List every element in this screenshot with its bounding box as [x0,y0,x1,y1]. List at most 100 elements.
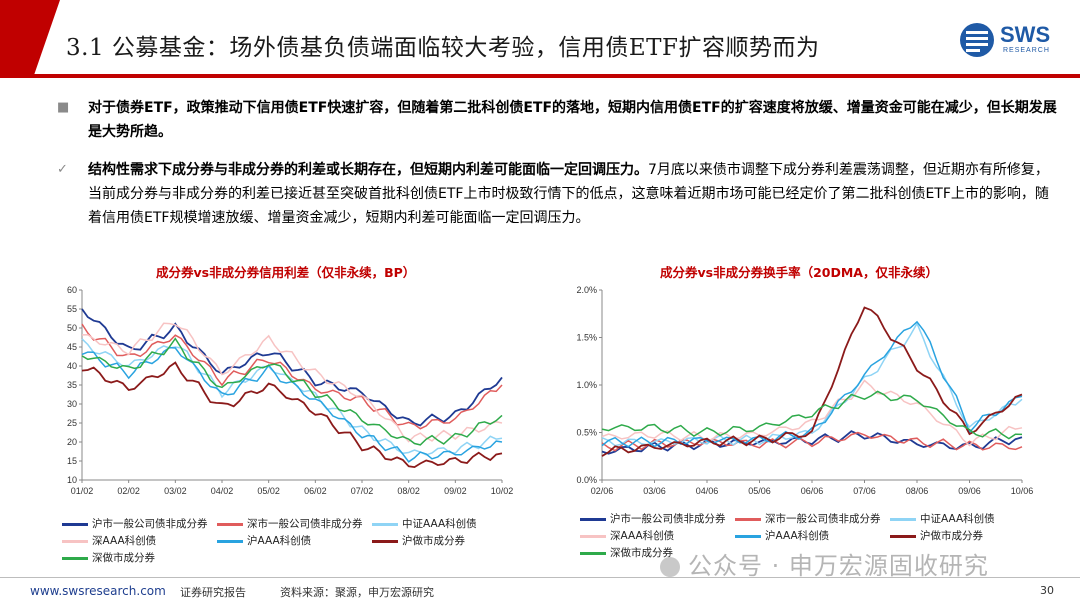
x-tick-label: 08/06 [906,486,929,496]
legend-item: 深做市成分券 [62,551,155,565]
legend-swatch [62,522,88,526]
y-tick-label: 0.5% [576,428,597,438]
y-tick-label: 1.0% [576,380,597,390]
x-tick-label: 10/02 [491,486,514,496]
legend-item: 沪市一般公司债非成分券 [62,517,208,531]
legend-label: 深做市成分券 [92,552,155,564]
series-line-1 [601,430,1023,455]
bullet-1-text: 对于债券ETF，政策推动下信用债ETF快速扩容，但随着第二批科创债ETF的落地，… [88,100,1057,140]
legend-swatch [890,517,916,521]
legend-swatch [580,551,606,555]
y-tick-label: 15 [67,456,77,466]
legend-item: 沪市一般公司债非成分券 [580,512,726,526]
legend-label: 深市一般公司债非成分券 [765,513,881,525]
series-line-1 [81,308,503,427]
bullet-1: ■ 对于债券ETF，政策推动下信用债ETF快速扩容，但随着第二批科创债ETF的落… [57,96,1060,144]
check-bullet-icon: ✓ [57,162,68,177]
chart-2-title: 成分券vs非成分券换手率（20DMA，仅非永续） [660,265,938,280]
legend-item: 深AAA科创债 [580,529,674,543]
wechat-icon [660,557,680,577]
y-tick-label: 40 [67,361,77,371]
legend-item: 沪做市成分券 [890,529,983,543]
series-line-6 [601,306,1023,457]
legend-item: 深做市成分券 [580,546,673,560]
legend-swatch [372,539,398,543]
footer-report-type: 证券研究报告 [180,586,246,599]
legend-item: 沪做市成分券 [372,534,465,548]
y-tick-label: 0.0% [576,475,597,485]
legend-item: 沪AAA科创债 [735,529,829,543]
legend-item: 沪AAA科创债 [217,534,311,548]
header-rule [30,74,1080,78]
y-tick-label: 10 [67,475,77,485]
legend-item: 深市一般公司债非成分券 [217,517,363,531]
bullet-2-text: 结构性需求下成分券与非成分券的利差或长期存在，但短期内利差可能面临一定回调压力。… [60,158,1060,230]
x-tick-label: 06/02 [304,486,327,496]
y-tick-label: 50 [67,323,77,333]
series-line-7 [81,337,503,446]
chart-1-spread: 10 15 20 25 30 35 40 45 50 55 60 01/02 02/02 03/02 04/… [67,285,514,496]
legend-label: 深AAA科创债 [92,535,157,547]
series-line-7 [601,390,1023,440]
chart-2-legend: 沪市一般公司债非成分券 深市一般公司债非成分券 中证AAA科创债深AAA科创债 沪AA… [580,512,1050,572]
x-tick-label: 09/02 [444,486,467,496]
bullet-2-body-text: 7月底以来债市调整下成分券利差震荡调整，但近期亦有所修复，当前成分券与非成分券的… [88,162,1049,226]
chart-1-title: 成分券vs非成分券信用利差（仅非永续，BP） [156,265,416,280]
x-tick-label: 04/06 [696,486,719,496]
footer-rule [0,577,1080,578]
y-tick-label: 35 [67,380,77,390]
legend-item: 中证AAA科创债 [890,512,995,526]
x-tick-label: 10/06 [1011,486,1034,496]
legend-swatch [890,534,916,538]
y-tick-label: 20 [67,437,77,447]
legend-label: 深AAA科创债 [610,530,675,542]
legend-label: 沪市一般公司债非成分券 [92,518,208,530]
legend-swatch [62,556,88,560]
legend-label: 中证AAA科创债 [920,513,995,525]
watermark: 公众号 · 申万宏源固收研究 [660,546,989,581]
legend-label: 深市一般公司债非成分券 [247,518,363,530]
x-tick-label: 05/06 [748,486,771,496]
series-line-4 [81,322,503,443]
legend-label: 中证AAA科创债 [402,518,477,530]
watermark-text: 公众号 · 申万宏源固收研究 [688,552,989,580]
legend-swatch [217,539,243,543]
chart-2-turnover: 0.0% 0.5% 1.0% 1.5% 2.0% 02/06 03/06 04/06 05/06… [576,285,1034,496]
legend-label: 沪市一般公司债非成分券 [610,513,726,525]
y-tick-label: 30 [67,399,77,409]
chart-1-legend: 沪市一般公司债非成分券 深市一般公司债非成分券 中证AAA科创债深AAA科创债 沪AA… [62,517,532,569]
series-line-5 [81,346,503,463]
x-tick-label: 08/02 [397,486,420,496]
y-tick-label: 45 [67,342,77,352]
series-line-3 [81,338,503,456]
legend-label: 深做市成分券 [610,547,673,559]
series-line-4 [601,379,1023,447]
legend-item: 深市一般公司债非成分券 [735,512,881,526]
slide-title: 3.1 公募基金：场外债基负债端面临较大考验，信用债ETF扩容顺势而为 [66,35,820,61]
y-tick-label: 60 [67,285,77,295]
bullet-2: ✓ 结构性需求下成分券与非成分券的利差或长期存在，但短期内利差可能面临一定回调压… [57,158,1060,230]
y-tick-label: 25 [67,418,77,428]
y-tick-label: 2.0% [576,285,597,295]
x-tick-label: 06/06 [801,486,824,496]
header-bar [0,0,1080,78]
x-tick-label: 02/02 [117,486,140,496]
legend-label: 沪做市成分券 [402,535,465,547]
legend-swatch [735,517,761,521]
footer-url-link[interactable]: www.swsresearch.com [30,584,166,598]
x-tick-label: 05/02 [257,486,280,496]
series-line-2 [601,431,1023,452]
square-bullet-icon: ■ [57,100,70,115]
sws-logo-icon [960,23,994,57]
legend-item: 深AAA科创债 [62,534,156,548]
series-line-2 [81,323,503,430]
legend-label: 沪做市成分券 [920,530,983,542]
y-tick-label: 1.5% [576,333,597,343]
legend-swatch [580,517,606,521]
legend-label: 沪AAA科创债 [247,535,312,547]
logo-text: SWS [1000,22,1051,47]
logo-subtext: RESEARCH [1003,47,1050,54]
legend-swatch [217,522,243,526]
legend-label: 沪AAA科创债 [765,530,830,542]
bullet-2-bold-text: 结构性需求下成分券与非成分券的利差或长期存在，但短期内利差可能面临一定回调压力。 [88,162,648,178]
